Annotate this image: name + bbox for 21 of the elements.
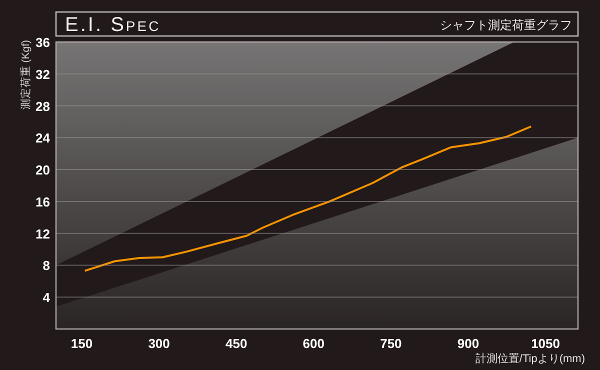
x-tick-label: 750 [380, 336, 402, 351]
x-tick-label: 600 [302, 336, 324, 351]
y-tick-label: 12 [36, 226, 50, 242]
y-tick-label: 28 [36, 98, 50, 114]
y-tick-label: 4 [42, 290, 51, 306]
x-tick-label: 150 [70, 336, 93, 351]
x-tick-label: 900 [457, 336, 480, 351]
x-tick-label: 450 [226, 336, 248, 351]
x-tick-label: 300 [148, 336, 170, 351]
y-tick-label: 24 [36, 130, 51, 146]
chart-subtitle: シャフト測定荷重グラフ [440, 18, 572, 32]
y-tick-label: 36 [36, 35, 50, 50]
y-tick-label: 32 [36, 66, 50, 82]
chart-title: E.I. Spec [65, 14, 161, 36]
x-tick-label: 1050 [531, 336, 560, 351]
line-series [84, 126, 532, 272]
y-axis-title: 測定荷重 (Kgf) [19, 40, 32, 110]
y-tick-label: 16 [36, 194, 50, 210]
y-tick-label: 8 [42, 258, 50, 274]
y-tick-label: 20 [36, 162, 50, 178]
x-axis-title: 計測位置/Tipより(mm) [475, 352, 585, 365]
